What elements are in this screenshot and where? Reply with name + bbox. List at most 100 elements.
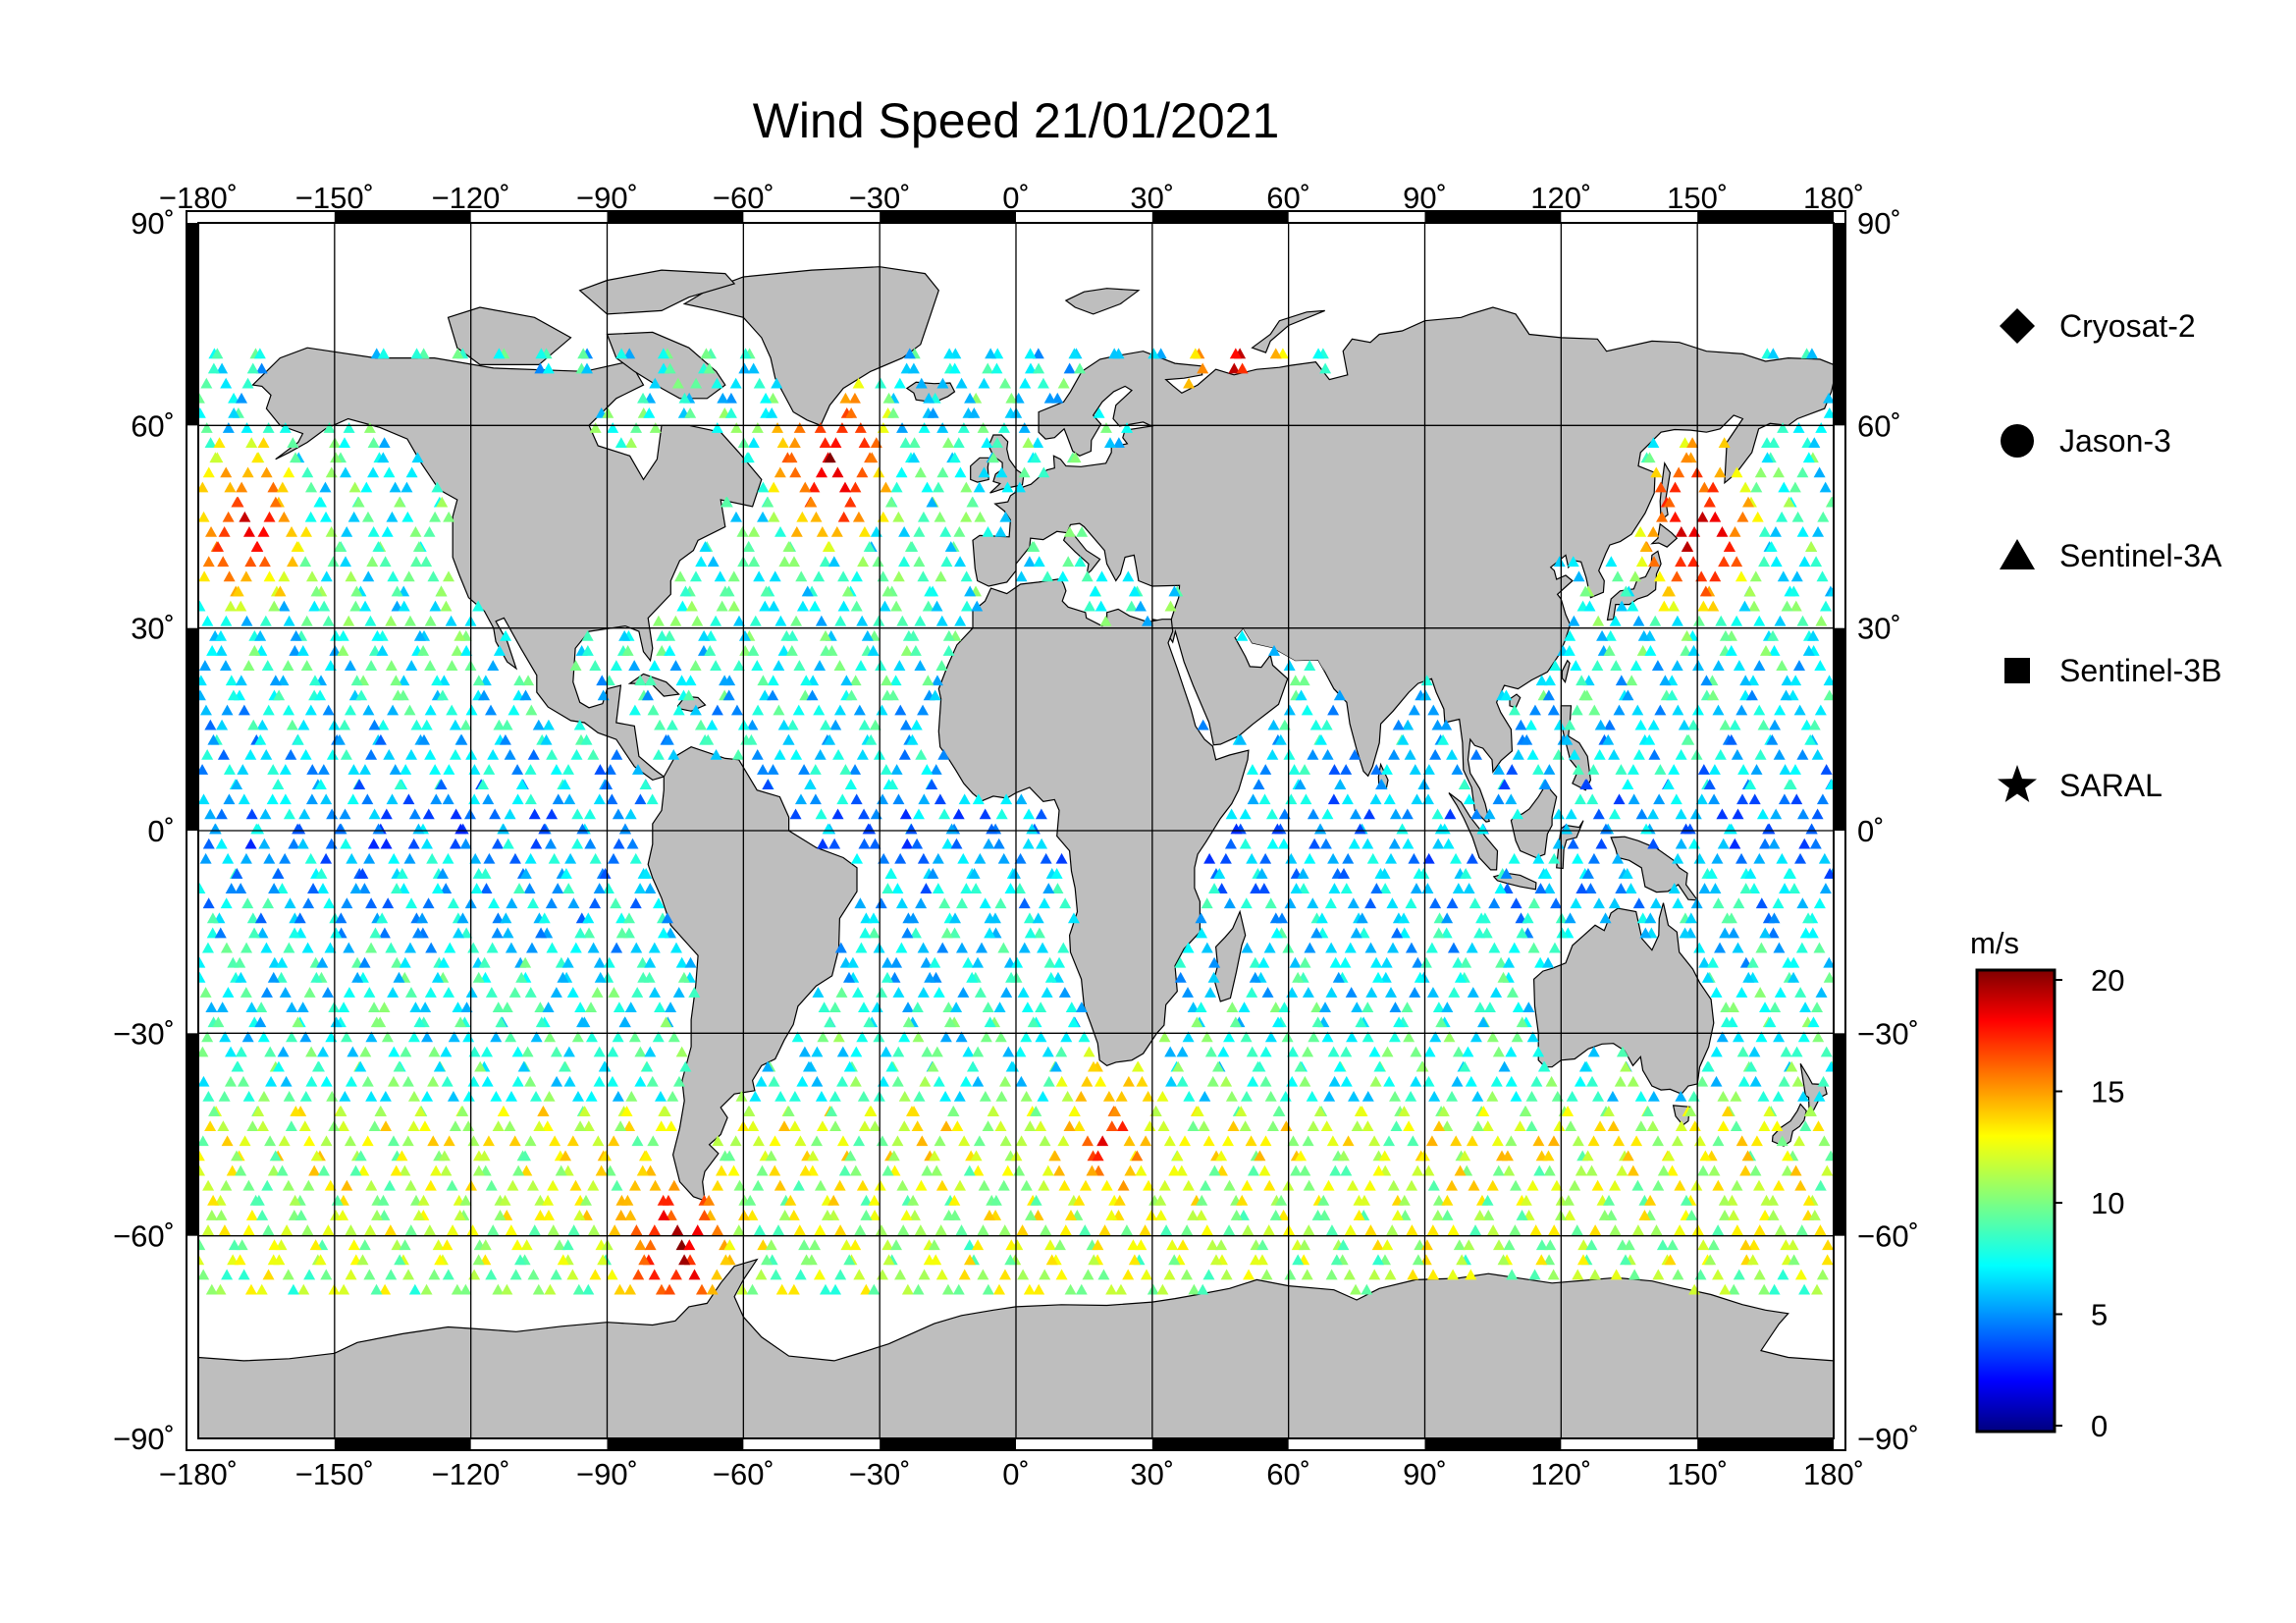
track-point	[1425, 942, 1438, 953]
track-point	[1364, 942, 1377, 953]
track-point	[1814, 704, 1827, 716]
track-point	[1267, 719, 1280, 730]
track-point	[543, 1090, 556, 1102]
track-point	[1355, 1016, 1367, 1028]
track-point	[1069, 452, 1082, 463]
track-point	[465, 987, 478, 998]
track-point	[1712, 1269, 1725, 1280]
track-point	[1157, 1120, 1170, 1132]
track-point	[1444, 808, 1457, 820]
track-point	[519, 689, 532, 701]
track-point	[1042, 883, 1055, 893]
track-point	[1823, 956, 1834, 968]
track-point	[1770, 556, 1783, 568]
track-point	[256, 1120, 269, 1132]
track-point	[290, 452, 302, 463]
track-point	[1781, 600, 1793, 612]
track-point	[573, 719, 586, 730]
track-point	[1068, 1106, 1081, 1116]
track-point	[1037, 1090, 1049, 1102]
track-point	[1015, 1075, 1028, 1087]
track-point	[623, 1120, 636, 1132]
track-point	[1753, 660, 1766, 671]
track-point	[287, 1283, 299, 1295]
track-point	[1796, 526, 1809, 537]
track-point	[809, 793, 822, 805]
track-point	[201, 1031, 214, 1043]
track-point	[828, 556, 840, 568]
track-point	[1384, 852, 1397, 864]
track-point	[742, 452, 755, 463]
track-point	[1038, 466, 1050, 478]
track-point	[611, 942, 623, 953]
track-point	[1425, 1135, 1438, 1147]
track-point	[899, 719, 912, 730]
track-point	[1703, 779, 1716, 790]
track-point	[1654, 764, 1667, 775]
track-point	[1699, 585, 1712, 597]
track-point	[289, 645, 301, 656]
track-point	[876, 704, 888, 716]
track-point	[200, 377, 213, 389]
track-point	[790, 748, 803, 760]
track-point	[1115, 1090, 1128, 1102]
track-point	[1477, 1016, 1490, 1028]
track-point	[747, 437, 760, 449]
track-point	[1621, 868, 1633, 879]
track-point	[1771, 1120, 1784, 1132]
track-point	[347, 511, 360, 522]
track-point	[306, 570, 319, 582]
track-point	[1414, 971, 1426, 983]
lon-tick-bottom: −150˚	[295, 1457, 374, 1491]
track-point	[1242, 1224, 1255, 1235]
track-point	[278, 570, 291, 582]
track-point	[1736, 793, 1749, 805]
track-point	[868, 1194, 881, 1206]
track-point	[244, 838, 257, 849]
track-point	[1404, 748, 1416, 760]
track-point	[1353, 1210, 1365, 1220]
track-point	[1030, 1106, 1042, 1116]
track-point	[580, 733, 593, 745]
track-point	[394, 779, 406, 790]
track-point	[1434, 823, 1447, 835]
track-point	[497, 823, 509, 835]
track-point	[933, 1075, 945, 1087]
track-point	[1625, 883, 1637, 893]
track-point	[1000, 793, 1013, 805]
track-point	[1196, 1194, 1208, 1206]
track-point	[839, 392, 852, 404]
track-point	[1739, 481, 1752, 493]
track-point	[1278, 1001, 1291, 1012]
track-point	[748, 526, 761, 537]
track-point	[908, 1210, 921, 1220]
track-point	[1362, 1090, 1374, 1102]
track-point	[207, 733, 220, 745]
track-point	[828, 838, 841, 849]
track-point	[1108, 348, 1121, 359]
track-point	[1778, 793, 1790, 805]
track-point	[507, 1179, 519, 1191]
track-point	[1712, 704, 1725, 716]
track-point	[978, 377, 990, 389]
track-point	[1803, 1106, 1816, 1116]
track-point	[936, 466, 949, 478]
track-point	[1564, 719, 1576, 730]
colorbar-tick-label: 5	[2091, 1298, 2108, 1332]
track-point	[729, 377, 742, 389]
track-point	[1530, 1075, 1543, 1087]
track-point	[1051, 883, 1064, 893]
track-point	[272, 779, 285, 790]
track-point	[330, 927, 343, 939]
track-point	[1813, 466, 1826, 478]
track-point	[404, 1224, 417, 1235]
track-point	[344, 704, 356, 716]
legend-label: Jason-3	[2059, 423, 2171, 459]
track-point	[934, 570, 947, 582]
track-point	[514, 1254, 527, 1266]
track-point	[1522, 912, 1534, 924]
track-point	[907, 912, 920, 924]
track-point	[932, 883, 944, 893]
track-point	[1553, 719, 1566, 730]
track-point	[1292, 1254, 1305, 1266]
